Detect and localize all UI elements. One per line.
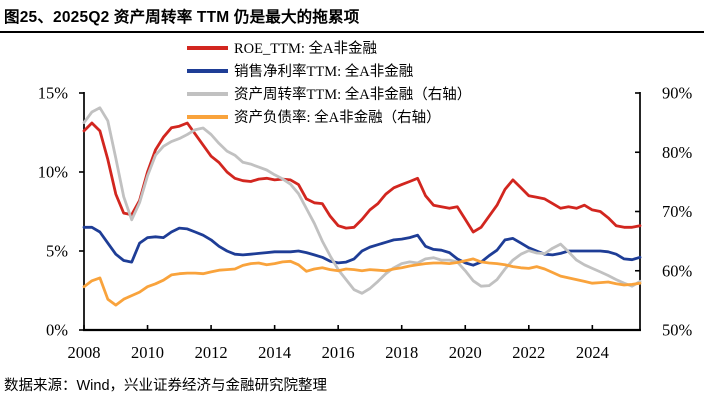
data-source-note: 数据来源：Wind，兴业证券经济与金融研究院整理 — [4, 378, 328, 394]
legend-item-roe: ROE_TTM: 全A非金融 — [187, 36, 471, 59]
series-line-ROE_TTM — [82, 121, 642, 234]
left-axis-tick-label: 0% — [46, 321, 68, 340]
left-axis-tick-label: 10% — [38, 163, 69, 182]
x-axis-tick-label: 2024 — [576, 343, 609, 362]
legend-line-swatch-gray — [187, 91, 228, 96]
chart-legend: ROE_TTM: 全A非金融 销售净利率TTM: 全A非金融 资产周转率TTM:… — [187, 36, 471, 128]
legend-label: ROE_TTM: 全A非金融 — [234, 41, 377, 57]
right-axis-tick-label: 60% — [662, 261, 693, 280]
legend-label: 资产周转率TTM: 全A非金融（右轴） — [234, 87, 472, 103]
left-axis-tick-label: 5% — [46, 242, 68, 261]
legend-line-swatch-red — [187, 45, 228, 50]
x-axis-tick-label: 2012 — [195, 343, 228, 362]
legend-label: 资产负债率: 全A非金融（右轴） — [234, 110, 441, 126]
legend-label: 销售净利率TTM: 全A非金融 — [234, 64, 414, 80]
x-axis-tick-label: 2014 — [258, 343, 291, 362]
x-axis-tick-label: 2016 — [322, 343, 355, 362]
series-line-销售净利率TTM — [82, 225, 642, 267]
x-axis-tick-label: 2008 — [68, 343, 101, 362]
title-divider — [0, 31, 704, 33]
legend-item-net-margin: 销售净利率TTM: 全A非金融 — [187, 59, 471, 82]
right-axis-tick-label: 90% — [662, 84, 693, 103]
figure-title: 图25、2025Q2 资产周转率 TTM 仍是最大的拖累项 — [4, 9, 360, 26]
x-axis-tick-label: 2022 — [512, 343, 545, 362]
legend-line-swatch-blue — [187, 68, 228, 73]
series-line-资产负债率 — [82, 257, 642, 307]
right-axis-tick-label: 70% — [662, 202, 693, 221]
series-line-资产周转率TTM — [82, 106, 642, 295]
x-axis-tick-label: 2020 — [449, 343, 482, 362]
legend-item-asset-turnover: 资产周转率TTM: 全A非金融（右轴） — [187, 82, 471, 105]
right-axis-tick-label: 80% — [662, 143, 693, 162]
right-axis-tick-label: 50% — [662, 321, 693, 340]
x-axis-tick-label: 2010 — [131, 343, 164, 362]
left-axis-tick-label: 15% — [38, 84, 69, 103]
legend-item-debt-ratio: 资产负债率: 全A非金融（右轴） — [187, 105, 471, 128]
legend-line-swatch-orange — [187, 114, 228, 119]
x-axis-tick-label: 2018 — [385, 343, 418, 362]
